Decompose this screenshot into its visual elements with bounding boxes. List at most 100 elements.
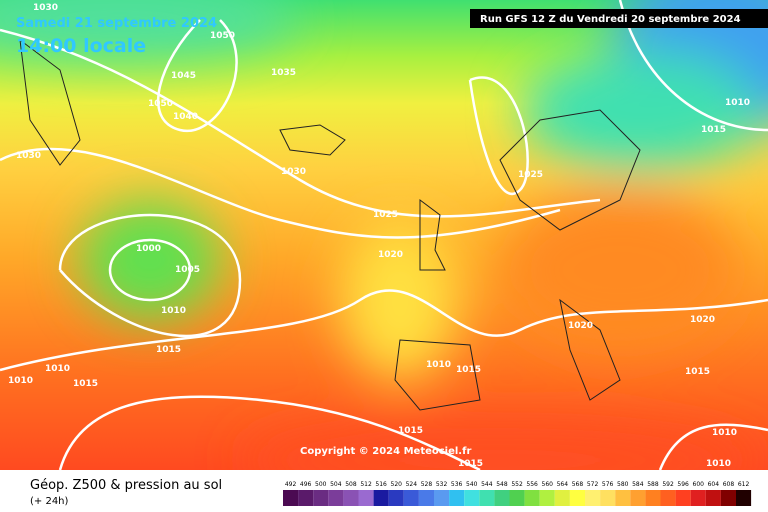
scale-swatch: [328, 490, 344, 506]
scale-label: 552: [511, 481, 523, 488]
isobar-label: 1010: [706, 459, 731, 469]
isobar-label: 1015: [701, 125, 726, 135]
scale-swatch: [720, 490, 736, 506]
scale-swatch: [524, 490, 540, 506]
scale-label: 512: [360, 481, 372, 488]
scale-label: 592: [662, 481, 674, 488]
isobar-label: 1050: [210, 31, 235, 41]
scale-label: 604: [708, 481, 720, 488]
isobar-label: 1010: [8, 376, 33, 386]
scale-swatch: [464, 490, 480, 506]
scale-swatch: [600, 490, 616, 506]
scale-label: 516: [375, 481, 387, 488]
scale-swatch: [645, 490, 661, 506]
scale-label: 508: [345, 481, 357, 488]
isobar-label: 1015: [398, 426, 423, 436]
run-info: Run GFS 12 Z du Vendredi 20 septembre 20…: [480, 14, 741, 25]
isobar-label: 1000: [136, 244, 161, 254]
scale-label: 540: [466, 481, 478, 488]
scale-swatch: [434, 490, 450, 506]
isobar-label: 1025: [373, 210, 398, 220]
isobar-label: 1010: [161, 306, 186, 316]
scale-label: 596: [677, 481, 689, 488]
scale-label: 544: [481, 481, 493, 488]
isobar-label: 1050: [148, 99, 173, 109]
scale-swatch: [539, 490, 555, 506]
scale-label: 568: [572, 481, 584, 488]
scale-swatch: [298, 490, 314, 506]
scale-label: 608: [723, 481, 735, 488]
isobar-label: 1010: [725, 98, 750, 108]
isobar-label: 1020: [568, 321, 593, 331]
isobar-label: 1030: [33, 3, 58, 13]
scale-swatch: [388, 490, 404, 506]
forecast-date: Samedi 21 septembre 2024: [16, 16, 217, 31]
isobar-label: 1015: [458, 459, 483, 469]
scale-swatch: [660, 490, 676, 506]
scale-label: 548: [496, 481, 508, 488]
scale-swatch: [283, 490, 299, 506]
isobar-label: 1010: [712, 428, 737, 438]
isobars: [0, 0, 768, 470]
isobar-label: 1030: [16, 151, 41, 161]
scale-swatch: [569, 490, 585, 506]
isobar-label: 1040: [173, 112, 198, 122]
legend-title: Géop. Z500 & pression au sol: [30, 478, 222, 493]
scale-swatch: [630, 490, 646, 506]
scale-swatch: [615, 490, 631, 506]
scale-swatch: [554, 490, 570, 506]
scale-swatch: [509, 490, 525, 506]
isobar-label: 1020: [378, 250, 403, 260]
scale-label: 576: [602, 481, 614, 488]
isobar-label: 1015: [456, 365, 481, 375]
scale-label: 520: [391, 481, 403, 488]
scale-label: 496: [300, 481, 312, 488]
isobar-label: 1020: [690, 315, 715, 325]
scale-label: 588: [647, 481, 659, 488]
isobar-label: 1045: [171, 71, 196, 81]
scale-swatch: [479, 490, 495, 506]
scale-label: 532: [436, 481, 448, 488]
scale-label: 612: [738, 481, 750, 488]
scale-label: 504: [330, 481, 342, 488]
scale-label: 492: [285, 481, 297, 488]
scale-swatch: [494, 490, 510, 506]
isobar-label: 1005: [175, 265, 200, 275]
scale-swatch: [358, 490, 374, 506]
isobar-label: 1010: [45, 364, 70, 374]
legend-subtitle: (+ 24h): [30, 496, 69, 507]
scale-label: 580: [617, 481, 629, 488]
scale-swatch: [705, 490, 721, 506]
isobar-label: 1015: [156, 345, 181, 355]
scale-swatch: [675, 490, 691, 506]
scale-swatch: [449, 490, 465, 506]
isobar-label: 1030: [281, 167, 306, 177]
scale-swatch: [736, 490, 752, 506]
scale-label: 524: [406, 481, 418, 488]
scale-swatch: [373, 490, 389, 506]
scale-label: 560: [542, 481, 554, 488]
run-box: [470, 9, 768, 28]
scale-label: 564: [557, 481, 569, 488]
coastlines: [19, 38, 641, 411]
isobar-label: 1015: [685, 367, 710, 377]
isobar-label: 1035: [271, 68, 296, 78]
scale-label: 556: [526, 481, 538, 488]
scale-swatch: [403, 490, 419, 506]
scale-label: 584: [632, 481, 644, 488]
scale-label: 536: [451, 481, 463, 488]
copyright: Copyright © 2024 Meteociel.fr: [300, 446, 471, 457]
isobar-label: 1025: [518, 170, 543, 180]
scale-label: 600: [693, 481, 705, 488]
scale-swatch: [585, 490, 601, 506]
forecast-time: 14:00 locale: [16, 35, 146, 57]
isobar-label: 1015: [73, 379, 98, 389]
scale-label: 528: [421, 481, 433, 488]
scale-label: 572: [587, 481, 599, 488]
isobar-label: 1010: [426, 360, 451, 370]
scale-swatch: [343, 490, 359, 506]
scale-swatch: [690, 490, 706, 506]
scale-swatch: [418, 490, 434, 506]
